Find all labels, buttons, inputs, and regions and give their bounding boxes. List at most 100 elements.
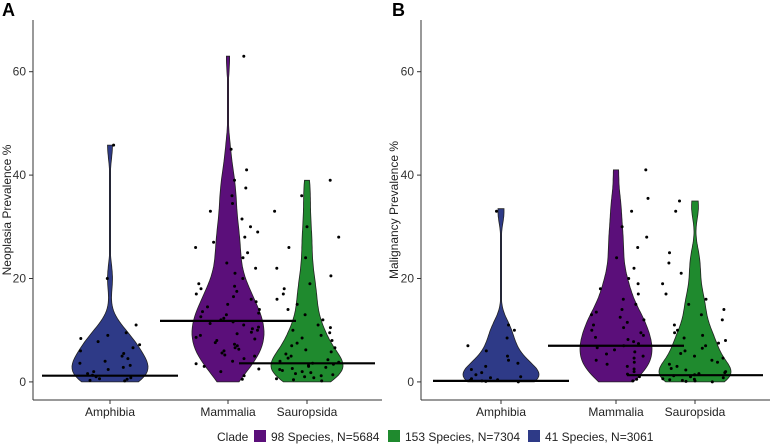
data-point-sauropsida-a bbox=[328, 326, 332, 330]
data-point-amphibia-a bbox=[124, 331, 128, 335]
data-point-mammalia-a bbox=[235, 332, 239, 336]
data-point-sauropsida-a bbox=[329, 274, 333, 278]
data-point-mammalia-a bbox=[242, 54, 246, 58]
data-point-mammalia-b bbox=[642, 318, 646, 322]
data-point-mammalia-a bbox=[243, 235, 247, 239]
data-point-amphibia-a bbox=[98, 377, 101, 381]
data-point-amphibia-b bbox=[512, 328, 516, 332]
x-tick-label-mammalia-a: Mammalia bbox=[200, 405, 256, 419]
data-point-mammalia-a bbox=[242, 357, 246, 361]
legend-swatch-mammalia bbox=[254, 430, 266, 442]
data-point-sauropsida-a bbox=[320, 379, 324, 383]
data-point-sauropsida-b bbox=[679, 352, 683, 355]
data-point-amphibia-b bbox=[506, 354, 509, 358]
x-tick-label-mammalia-b: Mammalia bbox=[588, 405, 644, 419]
data-point-mammalia-a bbox=[257, 367, 261, 371]
data-point-mammalia-a bbox=[229, 147, 233, 151]
x-ticks-a: Amphibia Mammalia Sauropsida bbox=[85, 400, 338, 419]
data-point-sauropsida-a bbox=[321, 318, 325, 322]
legend-title: Clade bbox=[217, 430, 249, 444]
data-point-mammalia-b bbox=[632, 266, 636, 270]
x-tick-label-amphibia-a: Amphibia bbox=[85, 405, 135, 419]
data-point-sauropsida-a bbox=[278, 368, 282, 371]
data-point-sauropsida-a bbox=[312, 376, 316, 380]
data-point-mammalia-a bbox=[254, 266, 258, 270]
data-point-sauropsida-b bbox=[678, 199, 681, 203]
data-point-sauropsida-b bbox=[664, 292, 668, 296]
data-point-sauropsida-b bbox=[724, 339, 727, 342]
legend-swatch-amphibia bbox=[528, 430, 540, 442]
data-point-mammalia-a bbox=[194, 362, 198, 366]
y-tick-label-a: 40 bbox=[13, 168, 27, 182]
data-point-mammalia-a bbox=[256, 328, 259, 332]
data-point-mammalia-a bbox=[197, 282, 201, 286]
data-point-mammalia-a bbox=[257, 311, 261, 315]
data-point-mammalia-a bbox=[233, 346, 237, 350]
data-point-sauropsida-b bbox=[667, 261, 671, 265]
violins-b bbox=[462, 169, 732, 383]
data-point-mammalia-b bbox=[595, 346, 599, 350]
data-point-mammalia-b bbox=[594, 358, 598, 362]
data-point-sauropsida-a bbox=[326, 358, 330, 362]
data-point-mammalia-b bbox=[590, 328, 594, 332]
data-point-mammalia-a bbox=[231, 359, 235, 363]
data-point-sauropsida-a bbox=[275, 266, 279, 270]
data-point-mammalia-b bbox=[644, 168, 648, 172]
data-point-mammalia-a bbox=[194, 335, 198, 339]
data-point-mammalia-b bbox=[645, 235, 649, 239]
data-point-mammalia-a bbox=[233, 271, 237, 275]
data-point-mammalia-a bbox=[240, 217, 244, 221]
data-point-amphibia-b bbox=[466, 344, 470, 348]
data-point-mammalia-a bbox=[256, 230, 260, 234]
data-point-sauropsida-b bbox=[704, 297, 708, 301]
data-point-sauropsida-b bbox=[668, 251, 671, 255]
data-point-mammalia-a bbox=[240, 377, 244, 381]
data-point-mammalia-b bbox=[618, 315, 622, 319]
data-point-amphibia-b bbox=[507, 358, 510, 362]
data-point-sauropsida-a bbox=[303, 313, 307, 317]
data-point-mammalia-a bbox=[199, 315, 203, 319]
data-point-mammalia-b bbox=[598, 287, 602, 291]
data-point-sauropsida-b bbox=[683, 349, 687, 353]
data-point-sauropsida-b bbox=[692, 377, 696, 381]
data-point-amphibia-a bbox=[123, 379, 127, 383]
points-b bbox=[466, 168, 728, 384]
data-point-mammalia-b bbox=[635, 377, 639, 381]
data-point-mammalia-b bbox=[620, 308, 624, 311]
data-point-mammalia-a bbox=[225, 261, 229, 265]
violin-mammalia-b bbox=[579, 169, 653, 383]
data-point-mammalia-a bbox=[235, 344, 239, 348]
data-point-mammalia-b bbox=[622, 326, 626, 330]
data-point-sauropsida-b bbox=[679, 271, 683, 275]
data-point-amphibia-a bbox=[112, 143, 116, 147]
data-point-mammalia-b bbox=[632, 360, 636, 364]
panel-b: B Malignancy Prevalence % 0 20 40 60 Amphib… bbox=[387, 0, 770, 419]
data-point-sauropsida-b bbox=[661, 282, 665, 286]
data-point-mammalia-a bbox=[198, 333, 202, 337]
data-point-mammalia-a bbox=[202, 364, 206, 368]
data-point-amphibia-b bbox=[484, 349, 488, 353]
data-point-mammalia-a bbox=[253, 337, 257, 341]
data-point-mammalia-a bbox=[242, 374, 246, 378]
data-point-mammalia-a bbox=[201, 310, 204, 314]
y-tick-label-a: 60 bbox=[13, 65, 27, 79]
data-point-mammalia-a bbox=[208, 209, 212, 213]
y-ticks-a: 0 20 40 60 bbox=[13, 65, 33, 389]
data-point-mammalia-b bbox=[636, 246, 640, 249]
data-point-mammalia-b bbox=[637, 342, 640, 346]
data-point-amphibia-a bbox=[78, 361, 82, 365]
data-point-sauropsida-a bbox=[289, 354, 293, 358]
data-point-mammalia-a bbox=[199, 287, 203, 291]
data-point-sauropsida-a bbox=[278, 359, 282, 363]
data-point-amphibia-a bbox=[120, 354, 124, 358]
data-point-sauropsida-a bbox=[319, 374, 323, 378]
data-point-amphibia-a bbox=[134, 323, 138, 327]
data-point-sauropsida-a bbox=[308, 282, 312, 286]
data-point-amphibia-b bbox=[519, 375, 523, 379]
data-point-amphibia-b bbox=[505, 336, 509, 340]
data-point-mammalia-a bbox=[223, 353, 227, 357]
data-point-sauropsida-a bbox=[309, 371, 313, 375]
data-point-amphibia-b bbox=[495, 209, 498, 213]
data-point-mammalia-a bbox=[233, 284, 237, 288]
data-point-mammalia-b bbox=[613, 348, 616, 352]
